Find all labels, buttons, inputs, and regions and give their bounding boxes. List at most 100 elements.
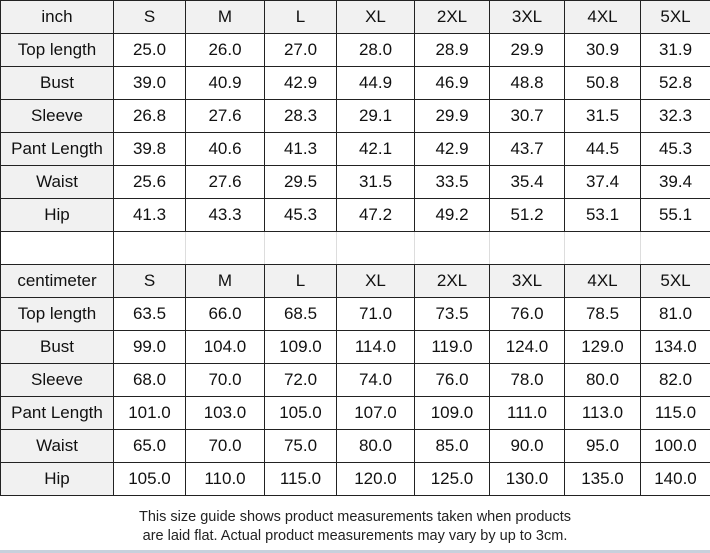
empty-cell xyxy=(0,231,114,265)
value-cell: 104.0 xyxy=(185,330,265,364)
value-cell: 95.0 xyxy=(564,429,641,463)
row-label: Top length xyxy=(0,33,114,67)
value-cell: 31.5 xyxy=(564,99,641,133)
table-row: Waist 65.0 70.0 75.0 80.0 85.0 90.0 95.0 100.0 xyxy=(0,429,710,463)
value-cell: 29.9 xyxy=(414,99,490,133)
size-guide-note: This size guide shows product measuremen… xyxy=(0,508,710,546)
value-cell: 40.6 xyxy=(185,132,265,166)
size-header: XL xyxy=(336,0,415,34)
table-row: Sleeve 26.8 27.6 28.3 29.1 29.9 30.7 31.5 32.3 xyxy=(0,99,710,133)
value-cell: 41.3 xyxy=(113,198,186,232)
size-header: 4XL xyxy=(564,0,641,34)
value-cell: 41.3 xyxy=(264,132,337,166)
value-cell: 25.0 xyxy=(113,33,186,67)
table-row: Bust 39.0 40.9 42.9 44.9 46.9 48.8 50.8 52.8 xyxy=(0,66,710,100)
value-cell: 42.9 xyxy=(414,132,490,166)
value-cell: 68.0 xyxy=(113,363,186,397)
value-cell: 46.9 xyxy=(414,66,490,100)
header-row: inch S M L XL 2XL 3XL 4XL 5XL xyxy=(0,0,710,34)
value-cell: 28.0 xyxy=(336,33,415,67)
value-cell: 45.3 xyxy=(264,198,337,232)
value-cell: 47.2 xyxy=(336,198,415,232)
value-cell: 42.9 xyxy=(264,66,337,100)
value-cell: 44.5 xyxy=(564,132,641,166)
value-cell: 78.5 xyxy=(564,297,641,331)
value-cell: 45.3 xyxy=(640,132,710,166)
value-cell: 29.1 xyxy=(336,99,415,133)
size-header: 3XL xyxy=(489,264,565,298)
value-cell: 115.0 xyxy=(264,462,337,496)
value-cell: 50.8 xyxy=(564,66,641,100)
value-cell: 39.0 xyxy=(113,66,186,100)
value-cell: 110.0 xyxy=(185,462,265,496)
empty-cell xyxy=(336,231,415,265)
value-cell: 71.0 xyxy=(336,297,415,331)
unit-header: centimeter xyxy=(0,264,114,298)
value-cell: 103.0 xyxy=(185,396,265,430)
empty-cell xyxy=(185,231,265,265)
value-cell: 26.0 xyxy=(185,33,265,67)
value-cell: 25.6 xyxy=(113,165,186,199)
value-cell: 109.0 xyxy=(264,330,337,364)
value-cell: 70.0 xyxy=(185,429,265,463)
value-cell: 29.5 xyxy=(264,165,337,199)
row-label: Bust xyxy=(0,330,114,364)
value-cell: 107.0 xyxy=(336,396,415,430)
value-cell: 101.0 xyxy=(113,396,186,430)
table-row: Top length 25.0 26.0 27.0 28.0 28.9 29.9 30.9 31… xyxy=(0,33,710,67)
table-row: Pant Length 39.8 40.6 41.3 42.1 42.9 43.7 44.5 4… xyxy=(0,132,710,166)
value-cell: 66.0 xyxy=(185,297,265,331)
size-header: 2XL xyxy=(414,0,490,34)
value-cell: 120.0 xyxy=(336,462,415,496)
size-header: L xyxy=(264,264,337,298)
row-label: Hip xyxy=(0,462,114,496)
value-cell: 65.0 xyxy=(113,429,186,463)
value-cell: 43.3 xyxy=(185,198,265,232)
table-row: Sleeve 68.0 70.0 72.0 74.0 76.0 78.0 80.0 82.0 xyxy=(0,363,710,397)
table-row: Hip 41.3 43.3 45.3 47.2 49.2 51.2 53.1 55.1 xyxy=(0,198,710,232)
value-cell: 115.0 xyxy=(640,396,710,430)
size-header: M xyxy=(185,264,265,298)
value-cell: 119.0 xyxy=(414,330,490,364)
value-cell: 28.3 xyxy=(264,99,337,133)
value-cell: 99.0 xyxy=(113,330,186,364)
size-header: M xyxy=(185,0,265,34)
value-cell: 140.0 xyxy=(640,462,710,496)
table-row: Top length 63.5 66.0 68.5 71.0 73.5 76.0 78.5 81… xyxy=(0,297,710,331)
value-cell: 44.9 xyxy=(336,66,415,100)
value-cell: 39.4 xyxy=(640,165,710,199)
value-cell: 40.9 xyxy=(185,66,265,100)
row-label: Pant Length xyxy=(0,132,114,166)
value-cell: 78.0 xyxy=(489,363,565,397)
value-cell: 68.5 xyxy=(264,297,337,331)
value-cell: 76.0 xyxy=(489,297,565,331)
table-row: Bust 99.0 104.0 109.0 114.0 119.0 124.0 129.0 13… xyxy=(0,330,710,364)
size-header: L xyxy=(264,0,337,34)
value-cell: 111.0 xyxy=(489,396,565,430)
value-cell: 80.0 xyxy=(336,429,415,463)
row-label: Sleeve xyxy=(0,363,114,397)
value-cell: 124.0 xyxy=(489,330,565,364)
value-cell: 81.0 xyxy=(640,297,710,331)
table-row: Pant Length 101.0 103.0 105.0 107.0 109.0 111.… xyxy=(0,396,710,430)
empty-cell xyxy=(640,231,710,265)
value-cell: 105.0 xyxy=(113,462,186,496)
size-header: 3XL xyxy=(489,0,565,34)
value-cell: 70.0 xyxy=(185,363,265,397)
value-cell: 82.0 xyxy=(640,363,710,397)
value-cell: 30.7 xyxy=(489,99,565,133)
header-row: centimeter S M L XL 2XL 3XL 4XL 5XL xyxy=(0,264,710,298)
value-cell: 100.0 xyxy=(640,429,710,463)
row-label: Top length xyxy=(0,297,114,331)
empty-cell xyxy=(414,231,490,265)
value-cell: 73.5 xyxy=(414,297,490,331)
value-cell: 134.0 xyxy=(640,330,710,364)
size-header: 4XL xyxy=(564,264,641,298)
value-cell: 39.8 xyxy=(113,132,186,166)
value-cell: 48.8 xyxy=(489,66,565,100)
value-cell: 129.0 xyxy=(564,330,641,364)
value-cell: 28.9 xyxy=(414,33,490,67)
value-cell: 27.0 xyxy=(264,33,337,67)
row-label: Waist xyxy=(0,429,114,463)
value-cell: 75.0 xyxy=(264,429,337,463)
